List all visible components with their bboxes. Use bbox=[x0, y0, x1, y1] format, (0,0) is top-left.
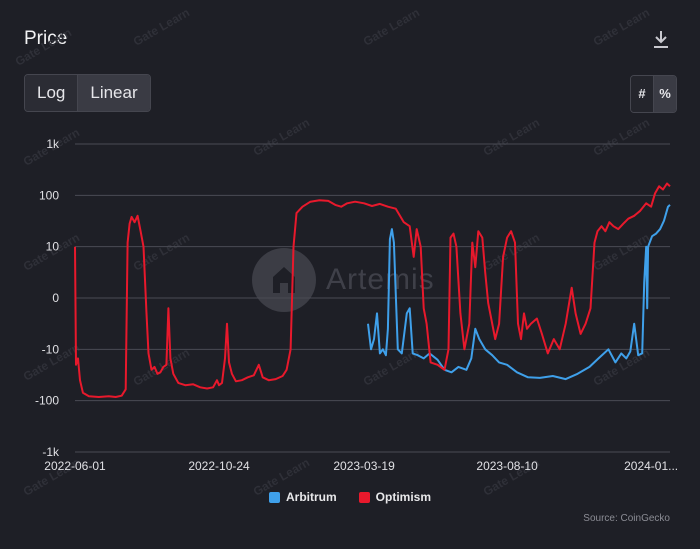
x-tick-label: 2023-08-10 bbox=[476, 459, 538, 473]
series-line-arbitrum bbox=[367, 204, 671, 381]
y-tick-label: 1k bbox=[46, 137, 60, 151]
legend-item-optimism[interactable]: Optimism bbox=[358, 490, 431, 504]
x-tick-label: 2023-03-19 bbox=[333, 459, 395, 473]
series-layer bbox=[74, 182, 671, 398]
series-line-optimism bbox=[74, 182, 671, 398]
y-tick-label: 10 bbox=[46, 240, 60, 254]
y-tick-label: -1k bbox=[42, 445, 60, 459]
unit-toggle: # % bbox=[630, 75, 677, 113]
x-tick-label: 2022-10-24 bbox=[188, 459, 250, 473]
legend-label-optimism: Optimism bbox=[375, 490, 431, 504]
x-tick-label: 2022-06-01 bbox=[44, 459, 106, 473]
percent-unit-button[interactable]: % bbox=[654, 76, 676, 112]
x-tick-label: 2024-01... bbox=[624, 459, 678, 473]
y-tick-label: 100 bbox=[39, 188, 59, 202]
source-note: Source: CoinGecko bbox=[583, 513, 670, 524]
linear-scale-button[interactable]: Linear bbox=[78, 75, 150, 111]
y-tick-label: -100 bbox=[35, 394, 59, 408]
y-tick-label: 0 bbox=[52, 291, 59, 305]
absolute-unit-button[interactable]: # bbox=[631, 76, 654, 112]
grid-layer bbox=[75, 143, 670, 453]
legend: Arbitrum Optimism bbox=[0, 490, 700, 504]
log-scale-button[interactable]: Log bbox=[25, 75, 79, 111]
y-tick-label: -10 bbox=[42, 342, 60, 356]
chart-title: Price bbox=[24, 28, 68, 49]
legend-label-arbitrum: Arbitrum bbox=[285, 490, 337, 504]
legend-swatch-optimism bbox=[358, 491, 370, 503]
download-button[interactable] bbox=[650, 28, 672, 52]
download-icon bbox=[654, 31, 668, 48]
legend-swatch-arbitrum bbox=[268, 491, 280, 503]
legend-item-arbitrum[interactable]: Arbitrum bbox=[268, 490, 337, 504]
x-axis: 2022-06-01 2022-10-24 2023-03-19 2023-08-10… bbox=[44, 459, 678, 473]
scale-toggle: Log Linear bbox=[24, 74, 151, 112]
